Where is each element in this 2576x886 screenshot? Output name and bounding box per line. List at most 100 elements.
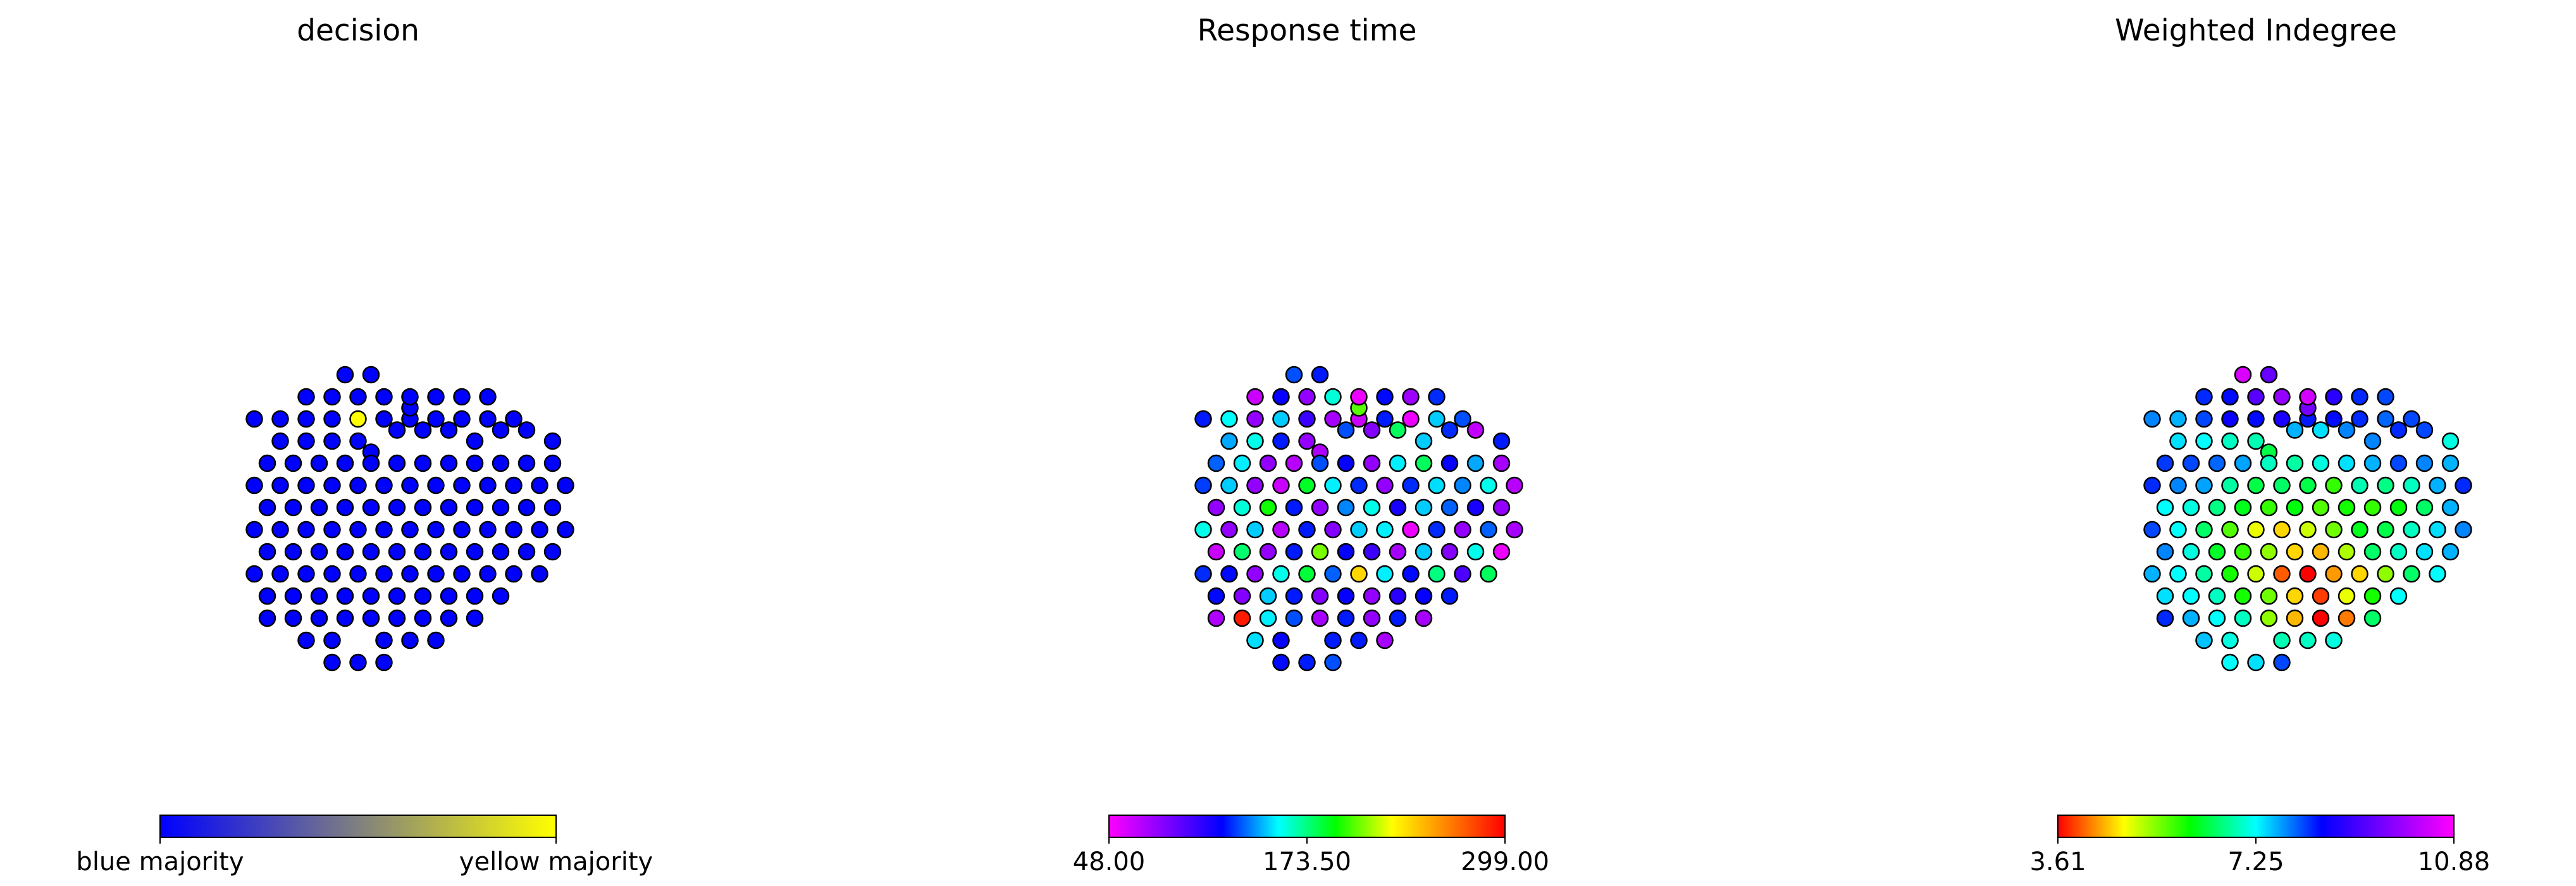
network-node bbox=[271, 520, 289, 539]
network-node bbox=[2195, 410, 2213, 428]
network-node bbox=[2389, 421, 2408, 439]
network-node bbox=[2195, 565, 2213, 583]
network-node bbox=[1194, 410, 1212, 428]
network-node bbox=[1466, 454, 1485, 472]
network-node bbox=[2441, 543, 2460, 561]
network-node bbox=[1402, 388, 1420, 406]
network-node bbox=[427, 410, 445, 428]
network-node bbox=[1194, 476, 1212, 495]
network-node bbox=[1272, 388, 1290, 406]
network-node bbox=[2415, 421, 2434, 439]
network-node bbox=[1492, 432, 1511, 450]
network-node bbox=[2441, 432, 2460, 450]
network-node bbox=[505, 476, 523, 495]
network-node bbox=[2273, 388, 2291, 406]
network-node bbox=[2234, 454, 2252, 472]
network-node bbox=[414, 454, 432, 472]
network-node bbox=[2273, 410, 2291, 428]
network-node bbox=[362, 498, 380, 517]
network-node bbox=[1246, 631, 1264, 649]
network-node bbox=[531, 520, 548, 539]
network-node bbox=[2143, 565, 2161, 583]
network-node bbox=[1363, 454, 1381, 472]
network-node bbox=[375, 388, 393, 406]
network-node bbox=[1311, 498, 1329, 517]
network-node bbox=[297, 410, 315, 428]
network-node bbox=[2260, 454, 2278, 472]
network-node bbox=[531, 565, 548, 583]
network-node bbox=[2286, 421, 2304, 439]
network-node bbox=[1466, 421, 1485, 439]
network-node bbox=[362, 587, 380, 605]
network-node bbox=[388, 498, 406, 517]
network-node bbox=[2325, 631, 2343, 649]
network-node bbox=[1285, 609, 1303, 627]
network-node bbox=[349, 565, 367, 583]
colorbar-ticks: 3.61 7.25 10.88 bbox=[2029, 837, 2490, 877]
network-node bbox=[1324, 520, 1342, 539]
network-node bbox=[1285, 587, 1303, 605]
network-node bbox=[375, 631, 393, 649]
network-node bbox=[2377, 388, 2394, 406]
network-node bbox=[1415, 454, 1433, 472]
colorbar-tick-label: blue majority bbox=[76, 847, 244, 877]
network-node bbox=[466, 432, 484, 450]
network-node bbox=[492, 454, 510, 472]
network-node bbox=[1376, 410, 1394, 428]
network-node bbox=[375, 520, 393, 539]
network-node bbox=[2363, 543, 2382, 561]
network-node bbox=[1376, 631, 1394, 649]
network-node bbox=[2389, 543, 2408, 561]
network-node bbox=[2441, 498, 2460, 517]
network-node bbox=[453, 565, 471, 583]
network-node bbox=[427, 476, 445, 495]
colorbar-response-time bbox=[1108, 815, 1506, 838]
network-node bbox=[1415, 609, 1433, 627]
network-node bbox=[2429, 476, 2446, 495]
network-node bbox=[2260, 498, 2278, 517]
network-node bbox=[492, 543, 510, 561]
network-node bbox=[1350, 476, 1368, 495]
network-node bbox=[2351, 388, 2369, 406]
network-node bbox=[2169, 476, 2187, 495]
network-node bbox=[2195, 432, 2213, 450]
network-node bbox=[2169, 520, 2187, 539]
network-node bbox=[2389, 454, 2408, 472]
network-node bbox=[1440, 454, 1459, 472]
network-node bbox=[1298, 388, 1316, 406]
network-node bbox=[271, 476, 289, 495]
network-node bbox=[2363, 454, 2382, 472]
network-node bbox=[1207, 543, 1225, 561]
node-layer bbox=[2143, 366, 2472, 672]
network-node bbox=[466, 609, 484, 627]
network-node bbox=[310, 498, 328, 517]
network-node bbox=[2312, 587, 2330, 605]
network-node bbox=[2208, 543, 2226, 561]
network-node bbox=[349, 432, 367, 450]
network-node bbox=[310, 543, 328, 561]
network-node bbox=[2195, 520, 2213, 539]
network-node bbox=[2208, 454, 2226, 472]
network-node bbox=[1480, 476, 1497, 495]
network-node bbox=[310, 587, 328, 605]
network-node bbox=[336, 366, 354, 384]
network-node bbox=[2156, 609, 2174, 627]
network-node bbox=[2325, 565, 2343, 583]
network-node bbox=[1363, 587, 1381, 605]
network-node bbox=[2273, 631, 2291, 649]
colorbar-tick-label: 299.00 bbox=[1461, 847, 1549, 877]
network-node bbox=[2389, 498, 2408, 517]
network-node bbox=[427, 631, 445, 649]
network-node bbox=[427, 565, 445, 583]
network-node bbox=[2325, 388, 2343, 406]
network-node bbox=[557, 520, 574, 539]
network-node bbox=[2247, 432, 2265, 450]
network-node bbox=[1428, 410, 1446, 428]
network-node bbox=[310, 609, 328, 627]
node-layer bbox=[245, 366, 574, 672]
network-node bbox=[1480, 520, 1497, 539]
network-node bbox=[323, 388, 341, 406]
network-node bbox=[1440, 421, 1459, 439]
network-node bbox=[2234, 366, 2252, 384]
network-node bbox=[349, 520, 367, 539]
